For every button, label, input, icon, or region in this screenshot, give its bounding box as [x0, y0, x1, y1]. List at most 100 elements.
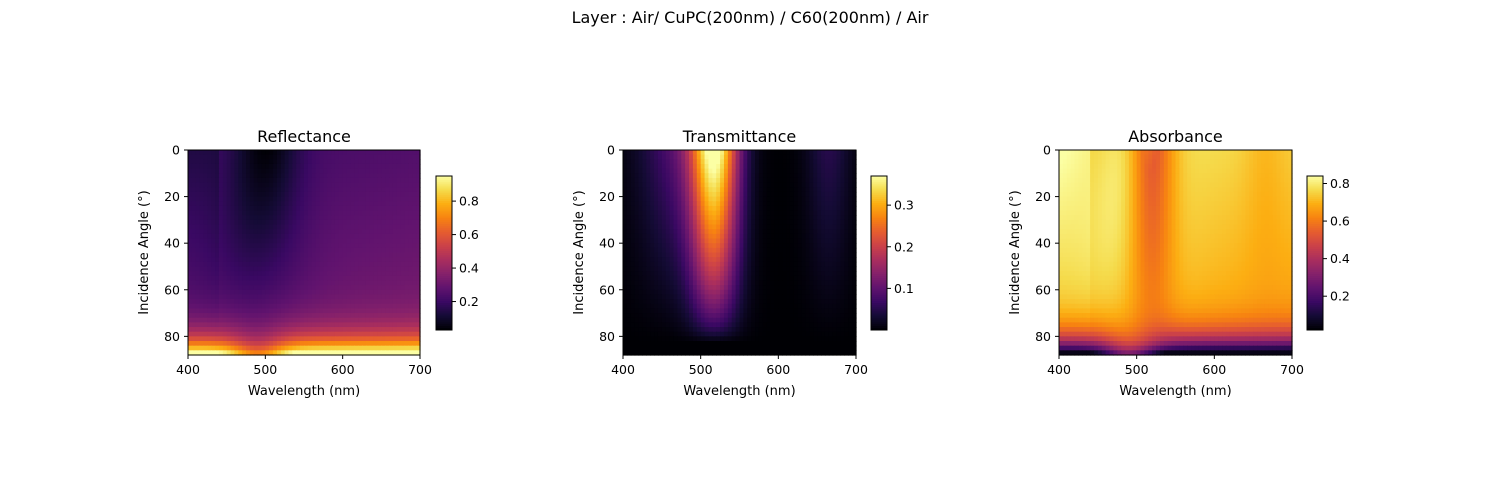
heatmap-cell [774, 252, 779, 258]
heatmap-cell [280, 289, 286, 296]
heatmap-cell [199, 238, 205, 244]
heatmap-cell [269, 313, 274, 319]
heatmap-cell [696, 299, 702, 305]
heatmap-cell [269, 341, 274, 347]
heatmap-cell [762, 168, 768, 174]
heatmap-cell [226, 271, 232, 277]
colorbar-swatch [436, 287, 452, 291]
heatmap-cell [396, 266, 402, 272]
heatmap-cell [284, 308, 290, 314]
heatmap-cell [797, 196, 803, 202]
heatmap-cell [381, 205, 386, 212]
heatmap-cell [385, 257, 390, 263]
heatmap-cell [840, 219, 845, 226]
heatmap-cell [288, 187, 293, 193]
heatmap-cell [273, 252, 278, 258]
heatmap-cell [276, 303, 282, 310]
heatmap-cell [365, 191, 371, 198]
heatmap-cell [234, 163, 239, 170]
heatmap-cell [392, 345, 398, 351]
heatmap-cell [634, 285, 640, 291]
heatmap-cell [832, 182, 838, 188]
heatmap-cell [230, 289, 235, 296]
heatmap-cell [673, 159, 678, 165]
heatmap-cell [377, 159, 382, 165]
heatmap-cell [650, 275, 655, 282]
heatmap-cell [288, 238, 293, 244]
heatmap-cell [665, 247, 671, 254]
heatmap-cell [195, 187, 201, 193]
heatmap-cell [218, 154, 224, 160]
heatmap-cell [766, 247, 772, 254]
heatmap-cell [809, 294, 814, 300]
heatmap-cell [689, 303, 694, 310]
heatmap-cell [334, 233, 340, 240]
heatmap-cell [346, 331, 351, 337]
heatmap-cell [358, 257, 363, 263]
heatmap-cell [354, 313, 359, 319]
heatmap-cell [331, 266, 336, 272]
heatmap-cell [195, 163, 201, 170]
heatmap-cell [774, 313, 779, 319]
heatmap-cell [700, 322, 706, 328]
heatmap-cell [751, 299, 756, 305]
heatmap-cell [735, 289, 741, 296]
heatmap-cell [207, 275, 212, 282]
heatmap-cell [269, 191, 274, 198]
heatmap-cell [242, 313, 247, 319]
heatmap-cell [758, 247, 764, 254]
heatmap-cell [385, 289, 390, 296]
heatmap-cell [400, 317, 406, 323]
heatmap-cell [276, 308, 282, 314]
heatmap-cell [273, 243, 278, 249]
heatmap-cell [296, 201, 301, 207]
heatmap-cell [844, 280, 849, 286]
heatmap-cell [669, 168, 675, 174]
heatmap-cell [207, 280, 212, 286]
heatmap-cell [249, 187, 255, 193]
heatmap-cell [199, 210, 205, 216]
heatmap-cell [762, 266, 768, 272]
heatmap-cell [249, 327, 255, 333]
heatmap-cell [673, 187, 678, 193]
heatmap-cell [412, 215, 417, 221]
heatmap-cell [373, 233, 379, 240]
heatmap-cell [358, 196, 363, 202]
heatmap-cell [358, 294, 363, 300]
heatmap-cell [720, 261, 725, 268]
heatmap-cell [354, 196, 359, 202]
heatmap-cell [747, 182, 752, 188]
colorbar-swatch [436, 264, 452, 267]
heatmap-cell [743, 191, 748, 198]
heatmap-cell [292, 345, 297, 351]
heatmap-cell [218, 294, 224, 300]
heatmap-cell [280, 331, 286, 337]
heatmap-cell [650, 257, 655, 263]
heatmap-cell [319, 177, 324, 184]
heatmap-cell [365, 173, 371, 179]
heatmap-cell [755, 177, 760, 184]
heatmap-cell [836, 308, 842, 314]
heatmap-cell [731, 229, 737, 235]
heatmap-cell [199, 285, 205, 291]
heatmap-cell [346, 317, 351, 323]
heatmap-cell [284, 243, 290, 249]
heatmap-cell [828, 182, 834, 188]
heatmap-cell [354, 168, 359, 174]
heatmap-cell [292, 243, 297, 249]
heatmap-cell [334, 280, 340, 286]
heatmap-cell [292, 159, 297, 165]
heatmap-cell [657, 196, 663, 202]
heatmap-cell [817, 238, 822, 244]
heatmap-cell [342, 275, 348, 282]
heatmap-cell [246, 150, 251, 156]
heatmap-cell [346, 280, 351, 286]
colorbar-swatch [436, 297, 452, 300]
heatmap-cell [234, 327, 239, 333]
heatmap-cell [408, 247, 413, 254]
heatmap-cell [385, 261, 390, 268]
heatmap-cell [276, 275, 282, 282]
colorbar-swatch [436, 283, 452, 287]
heatmap-cell [207, 327, 212, 333]
heatmap-cell [300, 308, 305, 314]
